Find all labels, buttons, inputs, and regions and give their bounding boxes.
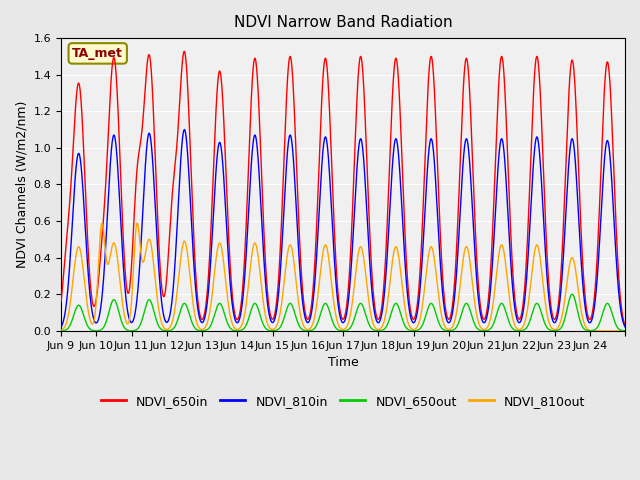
X-axis label: Time: Time: [328, 356, 358, 369]
Legend: NDVI_650in, NDVI_810in, NDVI_650out, NDVI_810out: NDVI_650in, NDVI_810in, NDVI_650out, NDV…: [95, 390, 591, 413]
Title: NDVI Narrow Band Radiation: NDVI Narrow Band Radiation: [234, 15, 452, 30]
Text: TA_met: TA_met: [72, 47, 123, 60]
Y-axis label: NDVI Channels (W/m2/nm): NDVI Channels (W/m2/nm): [15, 101, 28, 268]
